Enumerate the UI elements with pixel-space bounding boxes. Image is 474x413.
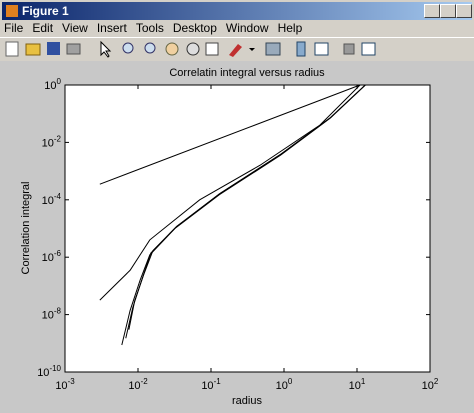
tick-base: 10 (55, 380, 67, 392)
pointer-icon[interactable] (100, 40, 112, 58)
axes-box (64, 84, 431, 373)
menu-item[interactable]: File (4, 21, 24, 35)
menu-item[interactable]: Insert (96, 21, 127, 35)
tick-exponent: 1 (361, 377, 366, 386)
tick-base: 10 (37, 367, 49, 379)
data-line (128, 84, 366, 330)
datacursor-icon[interactable] (205, 42, 219, 56)
tick-exponent: 2 (434, 377, 439, 386)
tick-base: 10 (42, 195, 54, 207)
tick-label: 100 (44, 77, 61, 92)
tick-label: 10-2 (128, 377, 148, 392)
chart-title: Correlatin integral versus radius (169, 67, 325, 79)
menu-item[interactable]: Tools (135, 21, 164, 35)
tick-exponent: -6 (54, 249, 62, 258)
window-title: Figure 1 (22, 4, 69, 18)
x-axis-label: radius (232, 395, 262, 407)
toolbar (0, 37, 474, 60)
tick-exponent: -10 (49, 364, 61, 373)
data-line (99, 84, 361, 185)
tick-label: 10-2 (42, 134, 62, 149)
save-icon[interactable] (47, 42, 60, 55)
tick-base: 10 (42, 252, 54, 264)
link-icon[interactable] (265, 42, 281, 56)
menu-item[interactable]: Help (277, 21, 303, 35)
toolbar-icons (5, 40, 376, 58)
tick-label: 10-3 (55, 377, 75, 392)
tick-label: 10-10 (37, 364, 61, 379)
maximize-button[interactable] (440, 4, 456, 18)
tick-label: 100 (276, 377, 293, 392)
menu-item[interactable]: Desktop (172, 21, 217, 35)
tick-label: 10-6 (42, 249, 62, 264)
close-button[interactable] (456, 4, 472, 18)
minimize-button[interactable] (424, 4, 440, 18)
title-bar: Figure 1 (2, 2, 472, 20)
tick-exponent: -8 (54, 307, 62, 316)
print-icon[interactable] (66, 43, 81, 55)
menu-item[interactable]: View (62, 21, 88, 35)
zoom-in-icon[interactable] (122, 42, 134, 54)
tick-base: 10 (42, 310, 54, 322)
tick-label: 102 (422, 377, 439, 392)
tick-label: 101 (349, 377, 366, 392)
menu-item[interactable]: Edit (32, 21, 54, 35)
pan-icon[interactable] (165, 42, 179, 56)
tick-label: 10-8 (42, 307, 62, 322)
open-icon[interactable] (25, 43, 41, 56)
hide-tools-icon[interactable] (343, 43, 355, 55)
colorbar-icon[interactable] (296, 41, 306, 57)
y-axis-label: Correlation integral (20, 182, 32, 275)
show-tools-icon[interactable] (361, 42, 376, 56)
figure-area: Correlatin integral versus radius radius… (0, 61, 474, 413)
tick-label: 10-1 (201, 377, 221, 392)
zoom-out-icon[interactable] (144, 42, 156, 54)
tick-exponent: 0 (288, 377, 293, 386)
brush-icon[interactable] (229, 44, 242, 57)
axes-background (65, 85, 430, 372)
tick-base: 10 (349, 380, 361, 392)
rotate-icon[interactable] (186, 42, 200, 56)
tick-exponent: -2 (54, 134, 62, 143)
app-icon (6, 5, 18, 17)
menu-bar: File Edit View Insert Tools Desktop Window Help (0, 21, 307, 37)
tick-exponent: 0 (57, 77, 62, 86)
tick-exponent: -3 (68, 377, 76, 386)
legend-icon[interactable] (314, 42, 329, 56)
tick-exponent: -1 (214, 377, 222, 386)
tick-base: 10 (128, 380, 140, 392)
tick-base: 10 (42, 137, 54, 149)
tick-base: 10 (422, 380, 434, 392)
tick-exponent: -4 (54, 192, 62, 201)
tick-base: 10 (276, 380, 288, 392)
tick-label: 10-4 (42, 192, 62, 207)
menu-item[interactable]: Window (225, 21, 269, 35)
tick-base: 10 (44, 80, 56, 92)
tick-base: 10 (201, 380, 213, 392)
brush-menu[interactable] (249, 48, 255, 51)
new-icon[interactable] (5, 41, 19, 57)
tick-exponent: -2 (141, 377, 149, 386)
